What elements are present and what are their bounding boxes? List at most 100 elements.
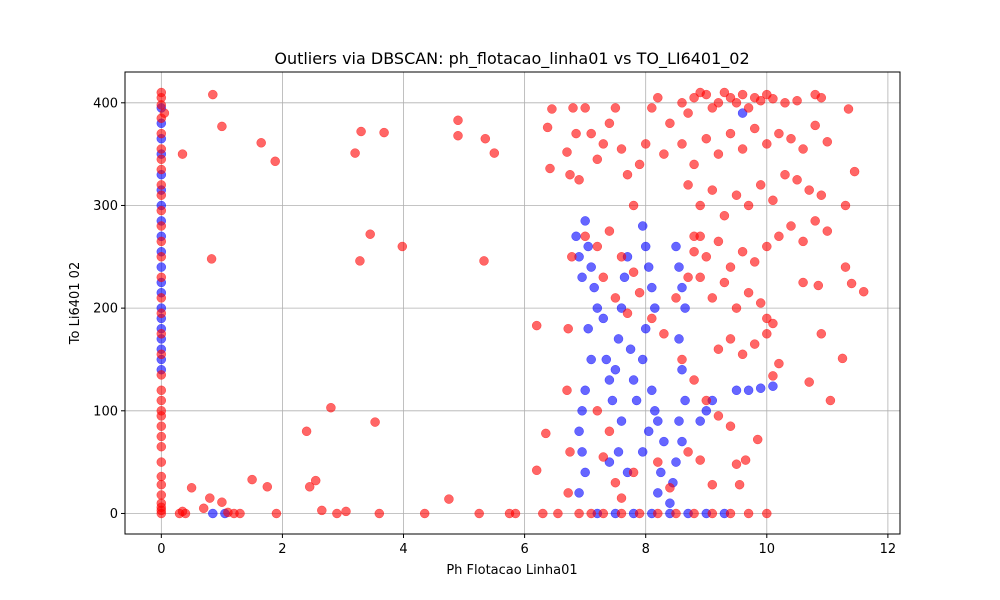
outlier-point xyxy=(725,508,736,519)
inlier-point xyxy=(650,303,660,313)
outlier-point xyxy=(628,467,639,478)
outlier-point xyxy=(156,205,167,216)
outlier-point xyxy=(489,148,500,158)
outlier-point xyxy=(825,395,836,406)
outlier-point xyxy=(270,156,280,167)
outlier-point xyxy=(647,313,657,324)
outlier-point xyxy=(604,426,615,437)
outlier-point xyxy=(822,226,833,236)
outlier-point xyxy=(840,200,851,211)
y-tick-label: 400 xyxy=(93,96,118,111)
outlier-point xyxy=(707,293,718,303)
outlier-point xyxy=(768,195,778,206)
inlier-point xyxy=(755,383,766,393)
plot-points xyxy=(156,87,869,519)
outlier-point xyxy=(586,508,596,519)
outlier-point xyxy=(707,508,718,519)
outlier-point xyxy=(762,313,772,324)
outlier-point xyxy=(156,221,167,231)
outlier-point xyxy=(640,139,651,149)
y-tick-label: 0 xyxy=(110,507,118,522)
outlier-point xyxy=(837,353,848,364)
outlier-point xyxy=(768,318,778,329)
x-tick-label: 6 xyxy=(520,542,528,557)
inlier-point xyxy=(643,426,654,437)
inlier-point xyxy=(695,416,705,426)
outlier-point xyxy=(156,349,167,360)
inlier-point xyxy=(680,303,690,313)
outlier-point xyxy=(749,123,760,134)
outlier-point xyxy=(762,329,772,339)
outlier-point xyxy=(683,180,693,190)
outlier-point xyxy=(786,221,796,231)
inlier-point xyxy=(674,334,684,344)
outlier-point xyxy=(180,508,191,519)
inlier-point xyxy=(580,467,590,478)
outlier-point xyxy=(689,508,699,519)
outlier-point xyxy=(156,471,167,482)
outlier-point xyxy=(262,482,273,492)
outlier-point xyxy=(634,159,645,170)
outlier-point xyxy=(563,488,573,498)
outlier-point xyxy=(156,190,167,200)
inlier-point xyxy=(659,436,669,447)
outlier-point xyxy=(659,149,669,159)
x-tick-label: 2 xyxy=(278,542,286,557)
outlier-point xyxy=(846,278,857,289)
outlier-point xyxy=(156,236,167,247)
inlier-point xyxy=(577,447,587,457)
outlier-point xyxy=(350,148,360,158)
outlier-point xyxy=(479,256,489,266)
outlier-point xyxy=(474,508,484,519)
inlier-point xyxy=(640,241,651,252)
outlier-point xyxy=(301,426,312,437)
outlier-point xyxy=(677,98,687,108)
inlier-point xyxy=(628,375,639,385)
outlier-point xyxy=(737,89,748,100)
outlier-point xyxy=(731,459,742,469)
outlier-point xyxy=(374,508,385,519)
inlier-point xyxy=(680,395,690,406)
inlier-point xyxy=(737,108,748,118)
outlier-point xyxy=(206,254,217,264)
outlier-point xyxy=(616,493,627,503)
outlier-point xyxy=(156,431,167,442)
outlier-point xyxy=(725,262,736,272)
outlier-point xyxy=(634,287,645,298)
outlier-point xyxy=(653,457,663,467)
outlier-point xyxy=(719,210,730,221)
outlier-point xyxy=(156,479,167,490)
outlier-point xyxy=(774,358,784,369)
inlier-point xyxy=(598,313,609,324)
outlier-point xyxy=(567,252,577,262)
outlier-point xyxy=(571,128,581,139)
outlier-point xyxy=(326,402,336,413)
outlier-point xyxy=(701,133,712,144)
outlier-point xyxy=(598,508,609,519)
outlier-point xyxy=(689,375,699,385)
outlier-point xyxy=(843,104,854,114)
inlier-point xyxy=(604,375,615,385)
inlier-point xyxy=(607,395,618,406)
outlier-point xyxy=(792,95,802,106)
x-tick-label: 12 xyxy=(880,542,897,557)
outlier-point xyxy=(604,118,615,129)
chart-title: Outliers via DBSCAN: ph_flotacao_linha01… xyxy=(274,49,749,69)
inlier-point xyxy=(571,231,581,242)
outlier-point xyxy=(689,92,699,103)
outlier-point xyxy=(177,149,188,159)
outlier-point xyxy=(510,508,521,519)
outlier-point xyxy=(762,508,772,519)
inlier-point xyxy=(574,488,584,498)
outlier-point xyxy=(725,128,736,139)
outlier-point xyxy=(707,479,718,490)
inlier-point xyxy=(616,416,627,426)
inlier-point xyxy=(671,241,681,252)
inlier-point xyxy=(580,216,590,226)
inlier-point xyxy=(577,406,587,416)
outlier-point xyxy=(365,229,375,239)
outlier-point xyxy=(798,144,808,154)
outlier-point xyxy=(205,493,215,503)
outlier-point xyxy=(849,166,860,177)
